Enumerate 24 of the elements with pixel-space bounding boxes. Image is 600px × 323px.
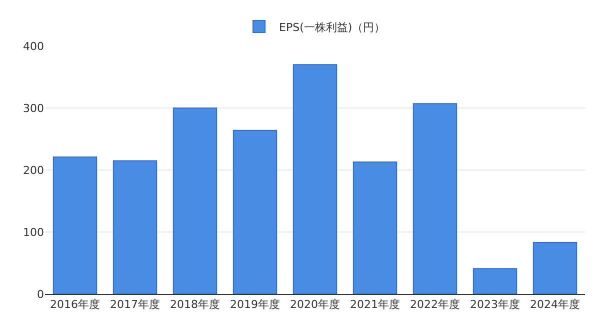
bar: [292, 64, 338, 294]
bar: [352, 161, 398, 294]
y-tick-label: 400: [23, 40, 44, 53]
bar: [412, 103, 458, 294]
y-tick-label: 300: [23, 102, 44, 115]
x-tick-label: 2024年度: [530, 298, 580, 312]
y-tick-label: 100: [23, 226, 44, 239]
x-tick-label: 2017年度: [110, 298, 160, 312]
y-tick-label: 200: [23, 164, 44, 177]
bar: [472, 268, 518, 294]
bar: [532, 242, 578, 294]
x-tick-label: 2022年度: [410, 298, 460, 312]
x-tick-label: 2020年度: [290, 298, 340, 312]
bar: [172, 108, 218, 294]
bar: [52, 156, 98, 294]
bar: [112, 160, 158, 294]
x-tick-label: 2021年度: [350, 298, 400, 312]
x-tick-label: 2019年度: [230, 298, 280, 312]
x-tick-label: 2016年度: [50, 298, 100, 312]
bar: [232, 130, 278, 294]
x-tick-label: 2023年度: [470, 298, 520, 312]
legend-label: EPS(一株利益)（円）: [279, 20, 386, 34]
x-tick-label: 2018年度: [170, 298, 220, 312]
y-tick-label: 0: [37, 288, 44, 301]
